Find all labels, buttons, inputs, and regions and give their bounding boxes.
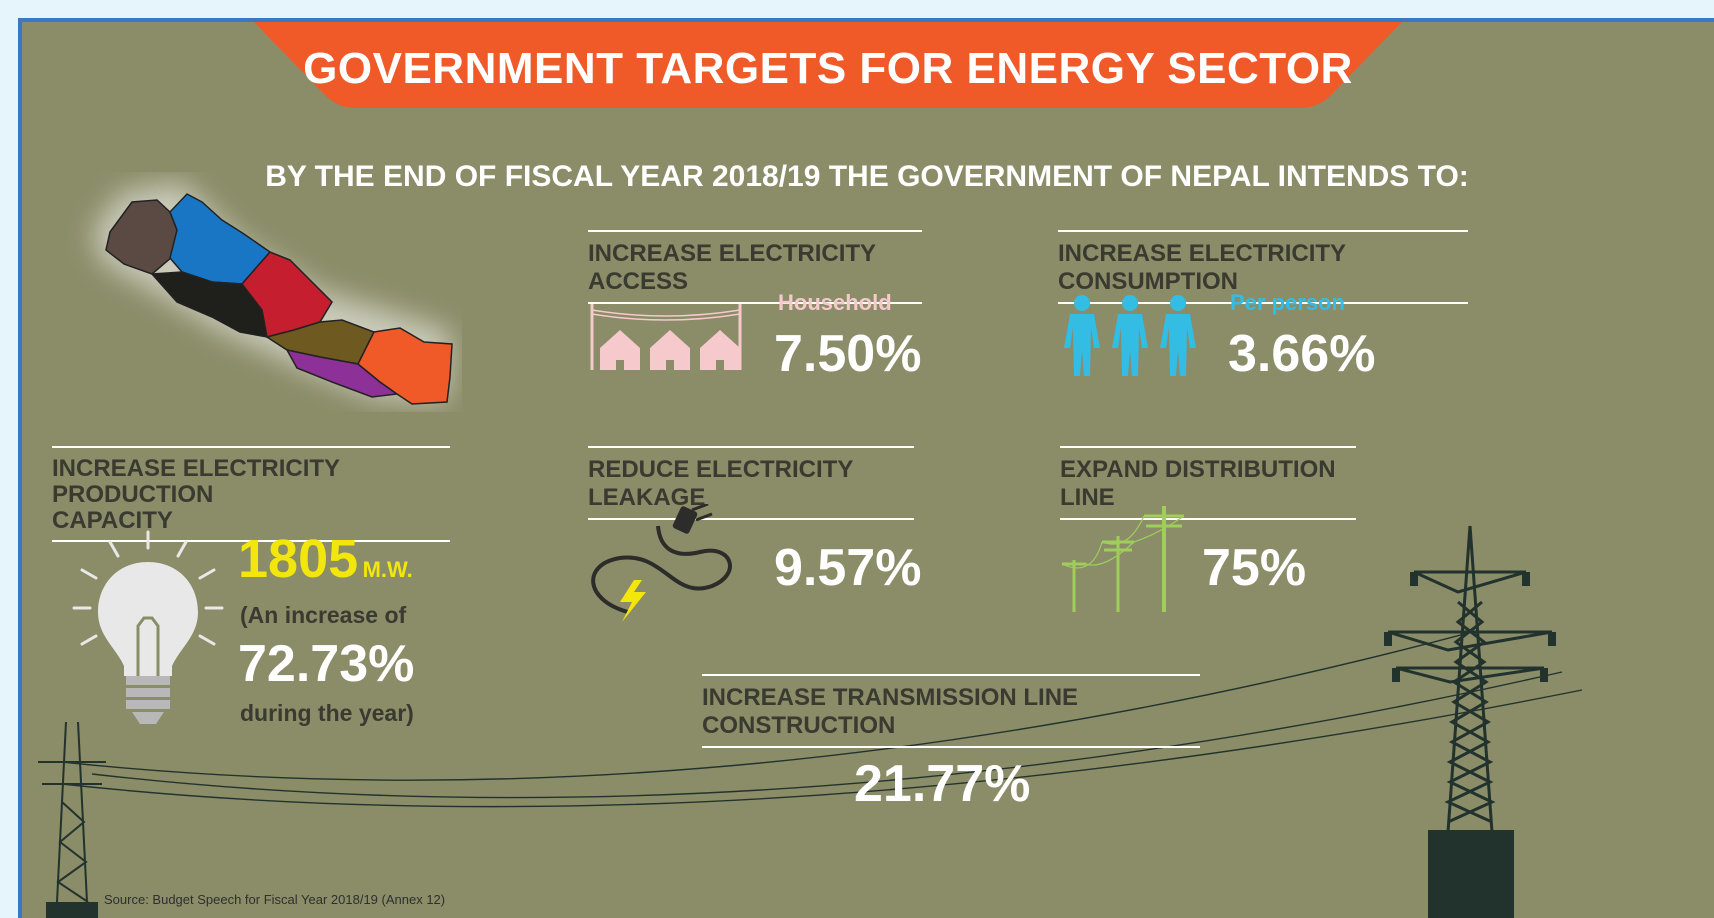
leakage-heading: REDUCE ELECTRICITY LEAKAGE bbox=[588, 446, 914, 520]
consumption-heading: INCREASE ELECTRICITY CONSUMPTION bbox=[1058, 230, 1468, 304]
page-subtitle: BY THE END OF FISCAL YEAR 2018/19 THE GO… bbox=[265, 160, 1469, 193]
transmission-tower-icon bbox=[1384, 525, 1556, 918]
production-unit: M.W. bbox=[362, 557, 413, 582]
nepal-map-icon bbox=[92, 182, 453, 405]
distribution-value: 75% bbox=[1202, 539, 1307, 597]
page-title: GOVERNMENT TARGETS FOR ENERGY SECTOR bbox=[303, 44, 1353, 93]
people-icon bbox=[1064, 295, 1196, 376]
consumption-label: Per person bbox=[1230, 290, 1345, 315]
production-note-1: (An increase of bbox=[240, 602, 407, 628]
source-note: Source: Budget Speech for Fiscal Year 20… bbox=[104, 892, 446, 907]
access-label: Household bbox=[778, 290, 892, 315]
light-bulb-icon bbox=[72, 530, 224, 724]
left-tower bbox=[38, 721, 106, 918]
distribution-heading: EXPAND DISTRIBUTION LINE bbox=[1060, 446, 1356, 520]
production-heading: INCREASE ELECTRICITY PRODUCTION CAPACITY bbox=[52, 446, 450, 542]
production-capacity: 1805 M.W. bbox=[238, 528, 413, 590]
access-value: 7.50% bbox=[774, 325, 922, 383]
banner-shape bbox=[254, 22, 1402, 108]
production-heading-line2: CAPACITY bbox=[52, 507, 173, 534]
houses-icon bbox=[590, 304, 742, 370]
infographic-panel: GOVERNMENT TARGETS FOR ENERGY SECTOR BY … bbox=[18, 18, 1714, 918]
production-value: 1805 bbox=[238, 529, 359, 589]
access-heading: INCREASE ELECTRICITY ACCESS bbox=[588, 230, 922, 304]
production-heading-line1: INCREASE ELECTRICITY PRODUCTION bbox=[52, 455, 340, 508]
transmission-value: 21.77% bbox=[854, 755, 1031, 813]
title-banner: GOVERNMENT TARGETS FOR ENERGY SECTOR bbox=[254, 22, 1402, 108]
leakage-value: 9.57% bbox=[774, 539, 922, 597]
transmission-heading: INCREASE TRANSMISSION LINE CONSTRUCTION bbox=[702, 674, 1200, 748]
production-note-2: during the year) bbox=[240, 700, 414, 726]
plug-icon bbox=[591, 504, 732, 622]
consumption-value: 3.66% bbox=[1228, 325, 1376, 383]
production-increase: 72.73% bbox=[238, 635, 415, 693]
utility-poles-icon bbox=[1061, 506, 1185, 612]
